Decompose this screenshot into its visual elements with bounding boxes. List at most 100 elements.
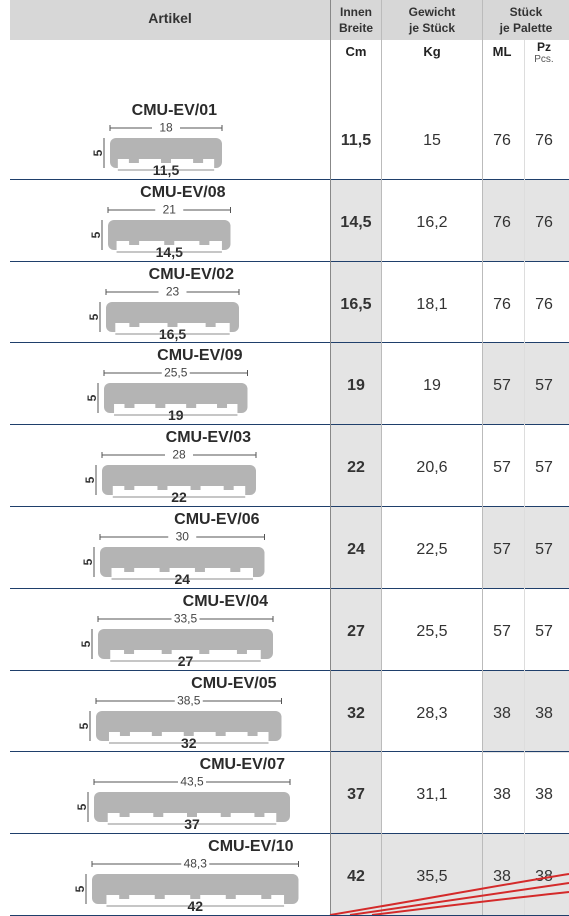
table-row: 21 14,5 5 CMU-EV/08 14,5 16,2 76 76 — [0, 179, 569, 262]
profile-channel — [114, 404, 238, 414]
column-divider — [524, 40, 525, 915]
height-label: 5 — [81, 558, 95, 565]
row-shade — [483, 507, 569, 589]
ml-value: 57 — [493, 622, 511, 640]
header-innen-cell — [331, 0, 381, 40]
innen-breite-value: 14,5 — [340, 213, 372, 231]
ml-value: 38 — [493, 704, 511, 722]
height-label: 5 — [91, 149, 105, 156]
profile-bump — [153, 813, 164, 818]
table-row: 18 11,5 5 CMU-EV/01 11,5 15 76 76 — [0, 98, 569, 180]
ml-value: 38 — [493, 786, 511, 804]
profile-channel — [117, 159, 215, 168]
article-code: CMU-EV/08 — [140, 183, 226, 201]
gewicht-value: 19 — [423, 377, 441, 395]
profile-bump — [128, 159, 139, 163]
header-gewicht-line1: Gewicht — [408, 5, 456, 19]
table-row: 43,5 37 5 CMU-EV/07 37 31,1 38 38 — [0, 752, 569, 835]
profile-bump — [217, 404, 228, 409]
profile-bump — [199, 240, 210, 245]
profile-bump — [225, 895, 236, 900]
pz-value: 57 — [535, 459, 553, 477]
row-shade — [483, 670, 569, 753]
pz-value: 57 — [535, 622, 553, 640]
gewicht-value: 15 — [423, 132, 441, 149]
row-shade — [331, 752, 381, 835]
unit-kg: Kg — [423, 44, 441, 59]
height-label: 5 — [75, 804, 89, 811]
pz-value: 38 — [535, 704, 553, 722]
header-innen-line2: Breite — [338, 21, 373, 35]
profile-channel — [107, 813, 277, 823]
height-label: 5 — [77, 722, 91, 729]
profile-channel — [106, 895, 285, 905]
innen-breite-value: 22 — [347, 459, 365, 477]
gewicht-value: 28,3 — [416, 704, 448, 722]
profile-bump — [230, 568, 241, 572]
gewicht-value: 25,5 — [416, 622, 448, 640]
unit-pz: Pz — [536, 40, 551, 54]
outer-width-label: 23 — [166, 284, 180, 298]
row-divider — [10, 342, 569, 344]
outer-width-label: 43,5 — [180, 775, 204, 789]
profile-bump — [124, 649, 135, 654]
profile-channel — [112, 486, 246, 496]
profile-bump — [129, 322, 140, 327]
profile-bump — [261, 895, 272, 900]
table-row: 38,5 32 5 CMU-EV/05 32 28,3 38 38 — [0, 670, 569, 753]
profile-bump — [161, 649, 172, 654]
row-divider — [10, 178, 569, 180]
row-divider — [10, 587, 569, 589]
innen-breite-value: 16,5 — [340, 295, 372, 313]
profile-bump — [236, 649, 247, 654]
article-code: CMU-EV/02 — [148, 265, 234, 283]
row-shade — [331, 343, 381, 426]
pz-value: 76 — [535, 132, 553, 149]
profile-bump — [194, 568, 205, 572]
row-shade — [331, 261, 381, 344]
pz-value: 76 — [535, 295, 553, 313]
profile-channel — [115, 322, 230, 332]
pz-value: 38 — [535, 786, 553, 804]
row-divider — [10, 833, 569, 835]
height-label: 5 — [79, 640, 93, 647]
profile-bump — [167, 322, 178, 327]
ml-value: 57 — [493, 541, 511, 558]
profile-bump — [215, 731, 226, 736]
profile-bump — [183, 731, 194, 736]
header-stueck-line2: je Palette — [499, 21, 553, 35]
row-shade — [331, 425, 381, 508]
profile-bump — [190, 895, 201, 900]
outer-width-label: 33,5 — [174, 611, 198, 625]
outer-width-label: 30 — [176, 530, 190, 544]
height-label: 5 — [85, 395, 99, 402]
profile-channel — [111, 568, 253, 577]
profile-bump — [247, 731, 258, 736]
row-shade — [483, 179, 569, 262]
innen-breite-value: 32 — [347, 704, 365, 722]
profile-bump — [186, 404, 197, 409]
unit-ml: ML — [492, 44, 512, 59]
header-stueck-line1: Stück — [509, 5, 543, 19]
outer-width-label: 28 — [172, 448, 186, 462]
row-shade — [331, 588, 381, 671]
profile-bump — [155, 404, 166, 409]
article-code: CMU-EV/07 — [199, 756, 285, 774]
row-divider — [10, 506, 569, 507]
profile-bump — [124, 486, 135, 491]
unit-pcs: Pcs. — [534, 54, 554, 65]
innen-breite-value: 42 — [347, 868, 365, 886]
outer-width-label: 38,5 — [177, 693, 201, 707]
height-label: 5 — [73, 886, 87, 893]
profile-channel — [110, 649, 261, 659]
profile-bump — [157, 486, 168, 491]
profile-channel — [116, 240, 222, 250]
profile-bump — [223, 486, 234, 491]
ml-value: 57 — [493, 377, 511, 395]
row-divider — [10, 751, 569, 753]
